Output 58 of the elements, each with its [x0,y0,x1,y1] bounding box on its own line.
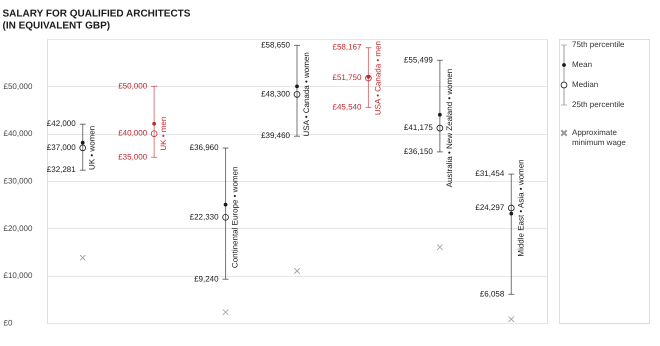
x-tick-label: Middle East • Asia • women [516,159,526,257]
y-tick-label: £0 [4,318,13,328]
annotation: £6,058 [480,289,505,298]
text: 75th percentile [572,40,626,49]
point [508,204,515,212]
point [366,75,370,79]
annotation: £42,000 [46,119,76,128]
point [438,112,442,117]
point [80,140,85,145]
data-label: £22,330 [190,212,220,222]
point [508,316,514,322]
data-label: £48,300 [261,89,291,98]
point [222,308,229,316]
y-tick-label: £30,000 [4,176,33,186]
text: 25th percentile [572,100,626,109]
annotation: £36,150 [404,146,434,156]
point [80,254,86,261]
data-label: £24,297 [475,202,505,212]
point [294,268,300,274]
x-tick-label: Continental Europe • women [230,166,240,268]
point [79,144,86,152]
x-tick-label: USA • Canada • men [373,41,382,116]
annotation: £36,960 [190,143,220,152]
annotation: £55,499 [404,55,434,64]
y-tick-label: £50,000 [4,82,33,91]
x-tick-label: USA • Canada • women [302,52,311,137]
legend-label: Approximate minimum wage [572,128,626,147]
x-tick-label: UK • men [159,116,168,151]
y-tick-label: £10,000 [4,271,33,280]
annotation: £32,281 [46,165,76,174]
annotation: £50,000 [118,81,148,90]
annotation: £58,650 [261,40,291,50]
point [294,91,300,98]
point [295,84,299,88]
y-tick-label: £40,000 [4,129,33,138]
point [509,212,514,216]
data-label: £51,750 [332,73,362,82]
point [436,244,443,250]
x-tick-label: UK • women [88,126,97,170]
point [436,124,444,132]
data-label: £37,000 [46,142,76,152]
annotation: £58,167 [332,42,362,52]
point [224,202,228,207]
annotation: £9,240 [194,274,220,284]
annotation: £31,454 [475,169,505,178]
point [222,214,229,221]
data-label: £41,175 [404,123,434,132]
point [152,122,156,126]
data-label: £40,000 [118,128,148,138]
x-tick-label: Australia • New Zealand • women [444,68,454,188]
annotation: £39,460 [261,131,291,140]
annotation: £35,000 [118,152,148,162]
point [150,130,158,137]
legend-label: Mean [572,60,592,69]
annotation: £45,540 [332,102,362,112]
y-tick-label: £20,000 [4,224,33,233]
chart-title: SALARY FOR QUALIFIED ARCHITECTS (IN EQUIVALENT GBP) [2,8,191,32]
legend-label: Median [572,80,598,89]
